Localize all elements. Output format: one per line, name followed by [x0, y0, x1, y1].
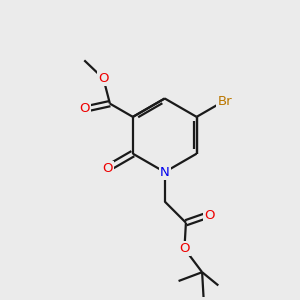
Text: Br: Br — [218, 95, 232, 108]
Text: O: O — [204, 209, 215, 222]
Text: O: O — [79, 102, 89, 116]
Text: N: N — [160, 166, 169, 178]
Text: O: O — [179, 242, 190, 255]
Text: O: O — [102, 162, 112, 175]
Text: O: O — [98, 71, 109, 85]
